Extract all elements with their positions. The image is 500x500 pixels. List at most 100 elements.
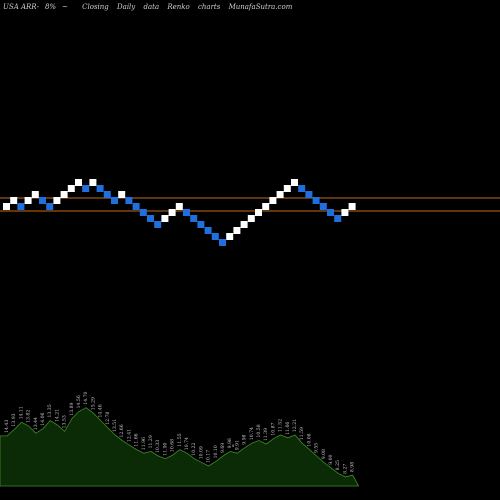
volume-label: 9.91: [234, 440, 240, 450]
renko-brick-down: [211, 233, 219, 240]
volume-label: 10.74: [249, 427, 255, 440]
renko-brick-up: [10, 197, 18, 204]
renko-brick-down: [103, 191, 111, 198]
renko-brick-up: [291, 179, 298, 186]
volume-label: 11.39: [263, 428, 269, 441]
volume-label: 13.51: [112, 419, 118, 432]
renko-brick-up: [255, 209, 262, 216]
volume-label: 14.43: [4, 420, 10, 433]
renko-brick-up: [24, 197, 32, 204]
renko-brick-down: [305, 191, 313, 198]
renko-brick-down: [96, 185, 104, 192]
volume-label: 8.98: [350, 462, 356, 472]
renko-brick-up: [276, 191, 284, 198]
volume-label: 14.06: [40, 412, 46, 425]
renko-brick-up: [240, 221, 248, 228]
level-lines: [0, 197, 500, 212]
renko-brick-down: [17, 203, 25, 210]
volume-label: 9.00: [328, 454, 334, 464]
renko-brick-down: [139, 209, 147, 216]
renko-brick-up: [75, 179, 82, 186]
volume-label: 10.22: [191, 442, 197, 455]
data-label: data: [143, 3, 160, 11]
renko-brick-down: [204, 227, 212, 234]
volume-label: 14.56: [76, 395, 82, 408]
renko-brick-down: [327, 209, 334, 216]
closing-label: Closing: [82, 3, 109, 11]
renko-brick-up: [269, 197, 277, 204]
volume-label: 10.68: [170, 439, 176, 452]
volume-label: 13.82: [26, 410, 32, 423]
volume-label: 9.98: [227, 438, 233, 448]
renko-brick-up: [3, 203, 10, 210]
volume-label: 10.08: [306, 433, 312, 446]
volume-label: 14.21: [54, 409, 60, 422]
renko-brick-up: [262, 203, 270, 210]
volume-label: 11.55: [177, 433, 183, 446]
renko-brick-up: [247, 215, 255, 222]
volume-label: 12.78: [105, 412, 111, 425]
volume-label: 14.46: [98, 404, 104, 417]
renko-brick-up: [118, 191, 126, 198]
volume-label: 13.35: [47, 404, 53, 417]
volume-label: 11.66: [134, 433, 140, 446]
renko-brick-up: [233, 227, 241, 234]
renko-brick-down: [334, 215, 342, 222]
volume-label: 10.10: [213, 445, 219, 458]
volume-label: 11.52: [278, 419, 284, 432]
volume-label: 9.98: [242, 434, 248, 444]
chart-header: USA ARR- 8% ~ Closing Daily data Renko cha…: [3, 3, 298, 11]
renko-brick-up: [348, 203, 356, 210]
volume-label: 12.21: [292, 419, 298, 432]
renko-brick-down: [197, 221, 205, 228]
renko-bricks: [3, 179, 356, 246]
renko-brick-down: [82, 185, 90, 192]
renko-brick-down: [111, 197, 118, 204]
renko-brick-up: [89, 179, 97, 186]
volume-label: 11.66: [285, 422, 291, 435]
volume-label: 13.89: [69, 402, 75, 415]
volume-label: 10.74: [184, 437, 190, 450]
renko-brick-up: [67, 185, 75, 192]
renko-brick-down: [46, 203, 54, 210]
volume-label: 15.29: [90, 397, 96, 410]
volume-label: 9.55: [314, 443, 320, 453]
volume-label: 9.69: [220, 443, 226, 453]
renko-brick-down: [154, 221, 162, 228]
renko-brick-down: [312, 197, 320, 204]
renko-brick-up: [226, 233, 234, 240]
renko-brick-up: [53, 197, 61, 204]
renko-brick-up: [175, 203, 183, 210]
volume-label: 12.66: [119, 424, 125, 437]
renko-brick-down: [298, 185, 306, 192]
volume-area-fill: [0, 407, 360, 487]
renko-brick-down: [39, 197, 46, 204]
volume-label: 11.96: [141, 437, 147, 450]
renko-brick-down: [219, 239, 226, 246]
volume-label: 14.11: [18, 406, 24, 419]
brand-label: MunafaSutra.com: [228, 3, 293, 11]
volume-label: 14.70: [83, 391, 89, 404]
volume-label: 10.17: [206, 450, 212, 463]
renko-brick-down: [132, 203, 140, 210]
charts-label: charts: [197, 3, 221, 11]
volume-label: 8.27: [342, 464, 348, 474]
renko-brick-down: [147, 215, 154, 222]
volume-label: 10.58: [256, 424, 262, 437]
renko-brick-down: [125, 197, 133, 204]
volume-label: 11.90: [162, 442, 168, 455]
volume-label: 10.09: [198, 446, 204, 459]
volume-label: 12.41: [126, 429, 132, 442]
volume-label: 10.87: [270, 422, 276, 435]
volume-marker-label: s: [232, 444, 235, 449]
renko-brick-up: [60, 191, 68, 198]
volume-label: 11.59: [299, 427, 305, 440]
renko-brick-down: [319, 203, 327, 210]
symbol-label: USA ARR- 8% ~: [3, 3, 68, 11]
volume-label: 10.33: [155, 440, 161, 453]
renko-brick-up: [31, 191, 39, 198]
volume-label: 13.53: [62, 415, 68, 428]
volume-label: 8.25: [335, 460, 341, 470]
